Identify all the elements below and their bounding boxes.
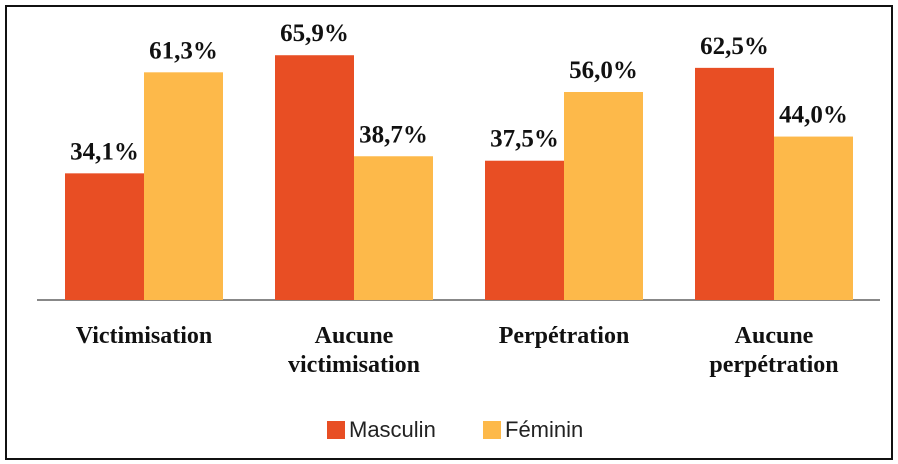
x-tick-label: Victimisation — [75, 323, 213, 349]
legend-swatch — [483, 421, 501, 439]
bar — [774, 136, 853, 300]
x-tick-label: Aucune victimisation — [288, 323, 420, 378]
bar — [144, 72, 223, 300]
bar — [275, 55, 354, 300]
value-label: 56,0% — [569, 57, 638, 84]
bar — [564, 92, 643, 300]
value-label: 38,7% — [359, 121, 428, 148]
frame — [5, 5, 893, 460]
bar — [354, 156, 433, 300]
value-label: 62,5% — [700, 33, 769, 60]
value-label: 37,5% — [490, 126, 559, 153]
legend-label: Masculin — [349, 417, 436, 442]
value-label: 44,0% — [779, 102, 848, 129]
x-tick-label: Aucune perpétration — [709, 323, 839, 378]
legend-swatch — [327, 421, 345, 439]
bar — [65, 173, 144, 300]
value-label: 65,9% — [280, 20, 349, 47]
bar — [485, 160, 564, 300]
x-tick-label: Perpétration — [498, 323, 630, 349]
value-label: 34,1% — [70, 138, 139, 165]
value-label: 61,3% — [149, 37, 218, 64]
bar — [695, 67, 774, 300]
legend-label: Féminin — [505, 417, 583, 442]
